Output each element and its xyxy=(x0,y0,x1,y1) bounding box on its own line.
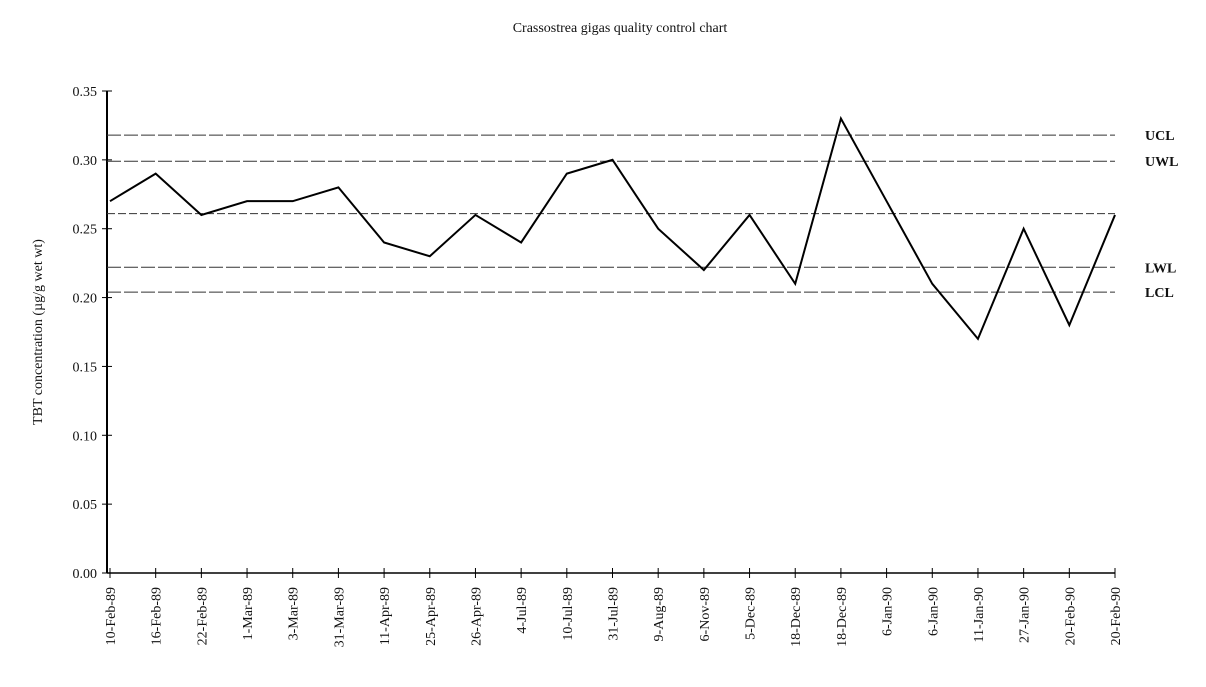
x-tick-label: 31-Mar-89 xyxy=(332,587,347,647)
chart-title: Crassostrea gigas quality control chart xyxy=(513,21,728,36)
reference-label: LCL xyxy=(1145,286,1174,301)
x-tick-label: 20-Feb-90 xyxy=(1063,587,1078,645)
reference-label: UWL xyxy=(1145,155,1178,170)
x-tick-label: 11-Jan-90 xyxy=(972,587,987,642)
x-tick-label: 1-Mar-89 xyxy=(241,587,256,640)
reference-label: LWL xyxy=(1145,261,1176,276)
y-tick-label: 0.15 xyxy=(73,360,98,375)
x-tick-label: 18-Dec-89 xyxy=(789,587,804,647)
data-line xyxy=(109,115,1116,341)
y-tick-label: 0.35 xyxy=(73,85,98,100)
x-tick-label: 6-Nov-89 xyxy=(698,587,713,641)
x-tick-label: 4-Jul-89 xyxy=(515,587,530,634)
x-tick-label: 25-Apr-89 xyxy=(424,587,439,646)
y-tick-label: 0.10 xyxy=(73,429,98,444)
x-tick-label: 6-Jan-90 xyxy=(926,587,941,636)
x-tick-label: 9-Aug-89 xyxy=(652,587,667,641)
y-tick-label: 0.20 xyxy=(73,292,98,307)
x-tick-label: 6-Jan-90 xyxy=(881,587,896,636)
x-tick-label: 31-Jul-89 xyxy=(607,587,622,641)
x-tick-label: 3-Mar-89 xyxy=(287,587,302,640)
y-axis-label: TBT concentration (µg/g wet wt) xyxy=(31,239,46,425)
y-tick-label: 0.00 xyxy=(73,567,98,582)
y-tick-label: 0.25 xyxy=(73,223,98,238)
y-tick-label: 0.30 xyxy=(73,154,98,169)
x-tick-label: 27-Jan-90 xyxy=(1018,587,1033,643)
x-tick-label: 22-Feb-89 xyxy=(195,587,210,645)
x-tick-label: 10-Jul-89 xyxy=(561,587,576,641)
reference-label: UCL xyxy=(1145,129,1175,144)
x-tick-label: 18-Dec-89 xyxy=(835,587,850,647)
x-tick-label: 20-Feb-90 xyxy=(1109,587,1124,645)
x-tick-label: 10-Feb-89 xyxy=(104,587,119,645)
y-tick-label: 0.05 xyxy=(73,498,98,513)
x-tick-label: 5-Dec-89 xyxy=(744,587,759,640)
x-tick-label: 11-Apr-89 xyxy=(378,587,393,645)
x-tick-label: 26-Apr-89 xyxy=(469,587,484,646)
x-tick-label: 16-Feb-89 xyxy=(150,587,165,645)
